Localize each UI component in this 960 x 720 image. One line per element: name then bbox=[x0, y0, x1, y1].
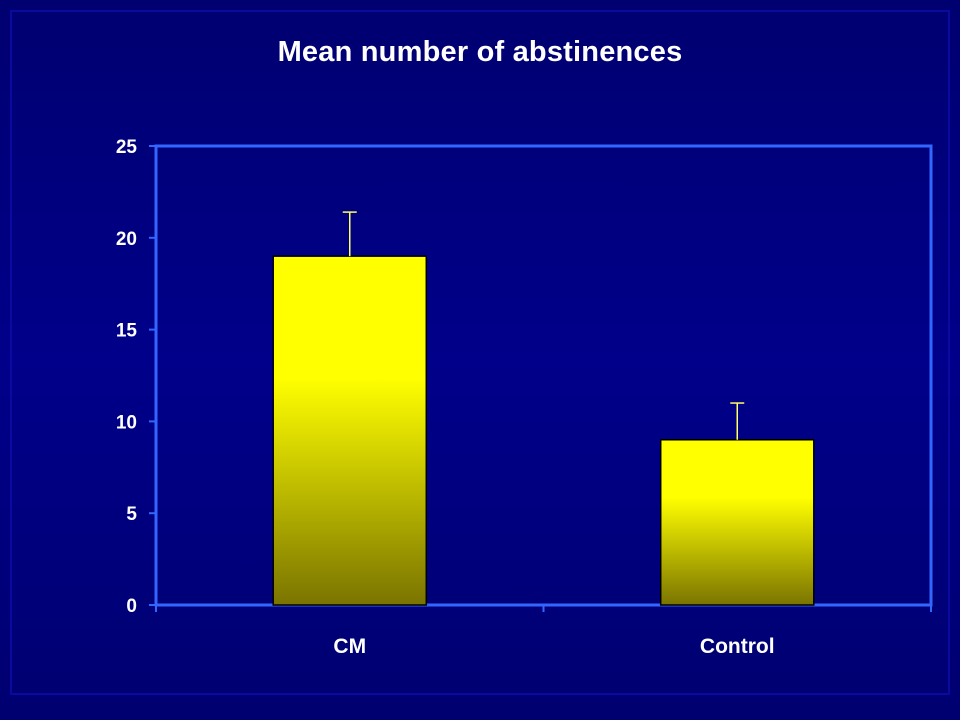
y-tick-label: 5 bbox=[126, 504, 137, 525]
y-tick-label: 10 bbox=[116, 412, 137, 433]
bars bbox=[272, 255, 815, 606]
x-category-label: CM bbox=[333, 635, 366, 658]
chart-title: Mean number of abstinences bbox=[277, 36, 683, 68]
y-axis: 0 5 10 15 20 25 bbox=[116, 137, 156, 617]
x-axis bbox=[155, 605, 932, 612]
bar-control bbox=[659, 439, 815, 606]
y-tick-label: 25 bbox=[116, 137, 138, 158]
y-tick-label: 15 bbox=[116, 321, 138, 342]
x-category-label: Control bbox=[700, 635, 775, 658]
y-tick-label: 20 bbox=[116, 229, 137, 250]
category-labels: CM Control bbox=[333, 635, 774, 658]
y-tick-label: 0 bbox=[126, 596, 137, 617]
error-bars bbox=[342, 211, 745, 440]
slide-frame bbox=[10, 10, 950, 695]
bar-cm bbox=[272, 255, 428, 606]
plot-area-frame bbox=[154, 144, 933, 607]
